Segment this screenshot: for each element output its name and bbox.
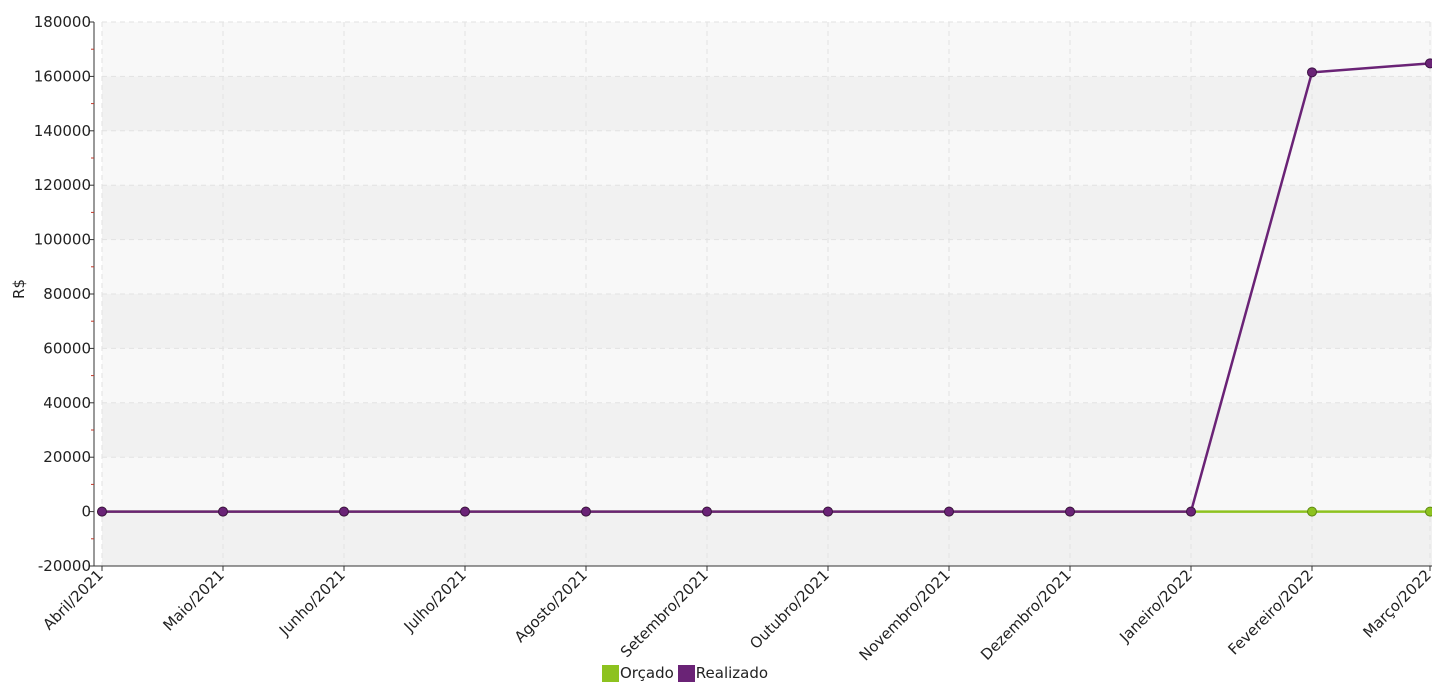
y-tick-label: 140000 xyxy=(34,122,91,140)
x-tick-label: Março/2022 xyxy=(1359,566,1432,641)
y-tick-label: 180000 xyxy=(34,13,91,31)
legend-label-realizado: Realizado xyxy=(695,664,769,682)
series-line-realizado xyxy=(102,62,1431,513)
series-lines xyxy=(97,58,1432,517)
x-tick-label: Dezembro/2021 xyxy=(977,566,1075,664)
legend-swatch-orcado xyxy=(602,664,619,682)
legend-swatch-realizado xyxy=(677,664,695,682)
plot-band xyxy=(102,185,1432,240)
plot-band xyxy=(102,402,1432,458)
x-tick-label: Julho/2021 xyxy=(400,566,470,636)
axes xyxy=(89,21,1432,571)
legend-item-realizado[interactable]: Realizado xyxy=(677,664,769,682)
legend-item-orcado[interactable]: Orçado xyxy=(602,664,674,682)
data-point xyxy=(823,506,833,517)
y-tick-labels: -20000 0 20000 40000 60000 80000 100000 120000 1… xyxy=(34,13,91,575)
x-tick-label: Outubro/2021 xyxy=(746,566,833,653)
data-point xyxy=(97,506,107,517)
x-tick-label: Fevereiro/2022 xyxy=(1224,566,1316,658)
y-tick-label: 0 xyxy=(81,503,91,521)
x-tick-label: Agosto/2021 xyxy=(511,566,591,646)
y-tick-label: 20000 xyxy=(43,448,91,466)
data-point xyxy=(1425,506,1432,517)
data-point xyxy=(1186,506,1196,517)
x-tick-labels: Abril/2021 Maio/2021 Junho/2021 Julho/2021 A… xyxy=(39,566,1432,664)
data-point xyxy=(702,506,712,517)
data-point xyxy=(218,506,228,517)
x-tick-label: Junho/2021 xyxy=(275,566,349,640)
data-point xyxy=(1425,58,1432,69)
data-point xyxy=(944,506,954,517)
x-tick-label: Abril/2021 xyxy=(39,566,107,634)
x-tick-label: Maio/2021 xyxy=(159,566,227,634)
plot-band xyxy=(102,511,1432,566)
y-tick-label: 60000 xyxy=(43,339,91,357)
x-tick-label: Janeiro/2022 xyxy=(1115,566,1195,646)
y-tick-label: 120000 xyxy=(34,176,91,194)
x-tick-label: Setembro/2021 xyxy=(617,566,712,661)
legend-label-orcado: Orçado xyxy=(620,664,674,682)
plot-band xyxy=(102,22,1432,77)
y-tick-label: 40000 xyxy=(43,394,91,412)
plot-band xyxy=(102,348,1432,403)
data-point xyxy=(339,506,349,517)
plot-background-bands xyxy=(102,22,1432,566)
y-tick-label: 160000 xyxy=(34,67,91,85)
y-tick-label: -20000 xyxy=(38,557,91,575)
data-point xyxy=(1065,506,1075,517)
y-axis-label: R$ xyxy=(10,279,28,299)
y-tick-label: 100000 xyxy=(34,231,91,249)
data-point xyxy=(1307,67,1317,78)
plot-band xyxy=(102,130,1432,186)
x-tick-label: Novembro/2021 xyxy=(856,566,954,664)
legend: Orçado Realizado xyxy=(602,664,772,682)
data-point xyxy=(460,506,470,517)
plot-band xyxy=(102,294,1432,349)
plot-band xyxy=(102,239,1432,294)
plot-band xyxy=(102,457,1432,512)
plot-band xyxy=(102,76,1432,131)
data-point xyxy=(581,506,591,517)
data-point xyxy=(1307,506,1317,517)
y-tick-label: 80000 xyxy=(43,285,91,303)
